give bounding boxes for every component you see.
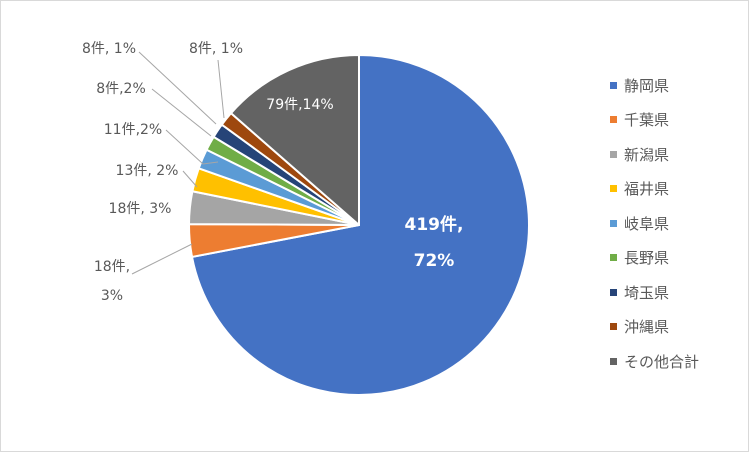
- legend-swatch: [610, 116, 617, 124]
- legend-item: 長野県: [610, 241, 745, 276]
- data-label-line: 3%: [101, 288, 123, 304]
- data-label-8: 8件, 1%: [189, 41, 243, 57]
- data-label-line: 13件, 2%: [116, 163, 179, 179]
- leader-line-6: [151, 88, 212, 137]
- legend-swatch: [610, 150, 617, 158]
- data-label-6: 8件,2%: [96, 81, 146, 97]
- data-label-1: 419件, 72%: [405, 214, 464, 271]
- data-label-5: 11件,2%: [104, 122, 162, 138]
- leader-line-5: [165, 129, 219, 165]
- legend-item: 埼玉県: [610, 275, 745, 310]
- legend-label: 岐阜県: [624, 214, 670, 233]
- leader-line-7: [138, 51, 217, 125]
- legend-item: 岐阜県: [610, 206, 745, 241]
- data-label-line: 18件, 3%: [109, 201, 172, 217]
- legend-swatch: [610, 254, 617, 262]
- legend-label: その他合計: [624, 352, 700, 371]
- legend-label: 福井県: [624, 180, 670, 199]
- legend-label: 長野県: [624, 249, 670, 268]
- data-label-line: 8件, 1%: [189, 41, 243, 57]
- leader-line-2: [131, 243, 193, 275]
- legend: 静岡県千葉県新潟県福井県岐阜県長野県埼玉県沖縄県その他合計: [610, 68, 745, 379]
- legend-item: 千葉県: [610, 103, 745, 138]
- data-label-line: 8件, 1%: [82, 41, 136, 57]
- legend-swatch: [610, 357, 617, 365]
- data-label-9: 79件,14%: [266, 97, 333, 113]
- legend-item: 福井県: [610, 172, 745, 207]
- data-label-4: 13件, 2%: [116, 163, 179, 179]
- legend-item: 沖縄県: [610, 310, 745, 345]
- leader-line-4: [182, 170, 198, 188]
- data-label-line: 8件,2%: [96, 81, 146, 97]
- legend-swatch: [610, 288, 617, 296]
- legend-label: 静岡県: [624, 76, 670, 95]
- pie-slice-9: [229, 54, 360, 226]
- leader-line-8: [217, 59, 225, 119]
- legend-label: 千葉県: [624, 111, 670, 130]
- legend-item: 静岡県: [610, 68, 745, 103]
- pie-slice-1: [191, 54, 530, 396]
- legend-swatch: [610, 323, 617, 331]
- legend-item: 新潟県: [610, 137, 745, 172]
- legend-label: 新潟県: [624, 145, 670, 164]
- legend-label: 沖縄県: [624, 318, 670, 337]
- data-label-2: 18件, 3%: [94, 259, 130, 304]
- data-label-line: 419件,: [405, 214, 464, 235]
- legend-swatch: [610, 219, 617, 227]
- data-label-line: 11件,2%: [104, 122, 162, 138]
- data-label-3: 18件, 3%: [109, 201, 172, 217]
- legend-item: その他合計: [610, 344, 745, 379]
- legend-label: 埼玉県: [624, 283, 670, 302]
- legend-swatch: [610, 185, 617, 193]
- data-label-line: 72%: [414, 251, 455, 271]
- data-label-line: 18件,: [94, 259, 130, 275]
- legend-swatch: [610, 81, 617, 89]
- data-label-7: 8件, 1%: [82, 41, 136, 57]
- data-label-line: 79件,14%: [266, 97, 333, 113]
